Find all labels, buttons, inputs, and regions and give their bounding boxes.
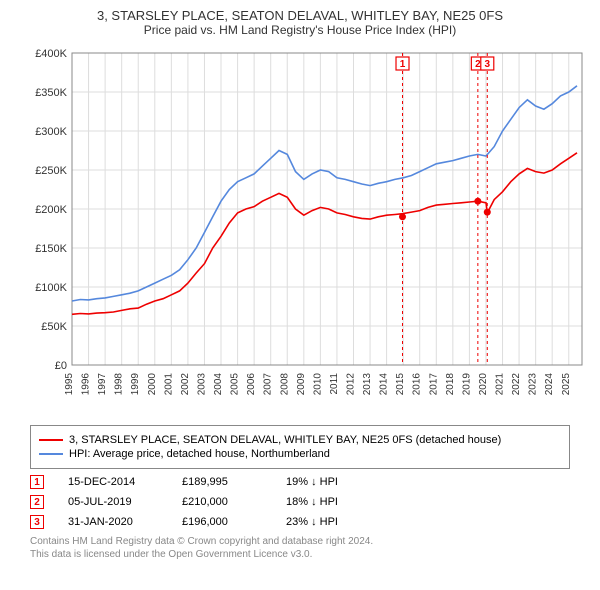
svg-text:2002: 2002 bbox=[180, 373, 191, 396]
price-chart-svg: £0 £50K £100K £150K £200K £250K £300K £350K £400… bbox=[30, 45, 590, 415]
svg-text:£250K: £250K bbox=[35, 165, 67, 177]
svg-text:2003: 2003 bbox=[196, 373, 207, 396]
chart-area: £0 £50K £100K £150K £200K £250K £300K £350K £400… bbox=[30, 45, 590, 415]
transaction-price: £189,995 bbox=[182, 476, 262, 488]
svg-text:1999: 1999 bbox=[130, 373, 141, 396]
transaction-price: £210,000 bbox=[182, 496, 262, 508]
svg-text:£400K: £400K bbox=[35, 48, 67, 60]
svg-text:2013: 2013 bbox=[362, 373, 373, 396]
svg-text:2005: 2005 bbox=[230, 373, 241, 396]
footer-attribution: Contains HM Land Registry data © Crown c… bbox=[30, 535, 570, 561]
transaction-row: 3 31-JAN-2020 £196,000 23% ↓ HPI bbox=[30, 515, 570, 529]
transaction-row: 1 15-DEC-2014 £189,995 19% ↓ HPI bbox=[30, 475, 570, 489]
svg-text:2000: 2000 bbox=[147, 373, 158, 396]
svg-text:3: 3 bbox=[485, 59, 491, 70]
transaction-marker: 1 bbox=[30, 475, 44, 489]
transaction-date: 05-JUL-2019 bbox=[68, 496, 158, 508]
transactions-table: 1 15-DEC-2014 £189,995 19% ↓ HPI 2 05-JUL-201… bbox=[30, 475, 570, 529]
legend-label: HPI: Average price, detached house, Nort… bbox=[69, 448, 330, 460]
svg-text:£350K: £350K bbox=[35, 87, 67, 99]
transaction-marker: 2 bbox=[30, 495, 44, 509]
transaction-delta: 23% ↓ HPI bbox=[286, 516, 366, 528]
footer-line-1: Contains HM Land Registry data © Crown c… bbox=[30, 535, 570, 548]
svg-text:£50K: £50K bbox=[41, 321, 67, 333]
legend-box: 3, STARSLEY PLACE, SEATON DELAVAL, WHITL… bbox=[30, 425, 570, 469]
svg-text:2012: 2012 bbox=[345, 373, 356, 396]
svg-text:1: 1 bbox=[400, 59, 406, 70]
svg-text:2022: 2022 bbox=[511, 373, 522, 396]
svg-text:£200K: £200K bbox=[35, 204, 67, 216]
svg-text:2: 2 bbox=[475, 59, 481, 70]
svg-text:2006: 2006 bbox=[246, 373, 257, 396]
svg-text:2015: 2015 bbox=[395, 373, 406, 396]
svg-text:£300K: £300K bbox=[35, 126, 67, 138]
svg-text:2004: 2004 bbox=[213, 373, 224, 396]
svg-text:2007: 2007 bbox=[263, 373, 274, 396]
svg-text:2001: 2001 bbox=[163, 373, 174, 396]
svg-text:1996: 1996 bbox=[81, 373, 92, 396]
svg-text:1995: 1995 bbox=[64, 373, 75, 396]
transaction-row: 2 05-JUL-2019 £210,000 18% ↓ HPI bbox=[30, 495, 570, 509]
legend-label: 3, STARSLEY PLACE, SEATON DELAVAL, WHITL… bbox=[69, 434, 501, 446]
svg-text:2011: 2011 bbox=[329, 373, 340, 395]
svg-text:2019: 2019 bbox=[461, 373, 472, 396]
svg-text:2010: 2010 bbox=[312, 373, 323, 396]
svg-text:2008: 2008 bbox=[279, 373, 290, 396]
chart-subtitle: Price paid vs. HM Land Registry's House … bbox=[10, 23, 590, 37]
chart-container: 3, STARSLEY PLACE, SEATON DELAVAL, WHITL… bbox=[0, 0, 600, 590]
svg-text:2024: 2024 bbox=[544, 373, 555, 396]
svg-text:2023: 2023 bbox=[528, 373, 539, 396]
svg-text:2018: 2018 bbox=[445, 373, 456, 396]
transaction-price: £196,000 bbox=[182, 516, 262, 528]
svg-text:2021: 2021 bbox=[495, 373, 506, 396]
transaction-delta: 18% ↓ HPI bbox=[286, 496, 366, 508]
svg-text:2014: 2014 bbox=[379, 373, 390, 396]
svg-text:2020: 2020 bbox=[478, 373, 489, 396]
transaction-delta: 19% ↓ HPI bbox=[286, 476, 366, 488]
svg-text:£150K: £150K bbox=[35, 243, 67, 255]
transaction-marker: 3 bbox=[30, 515, 44, 529]
svg-text:1997: 1997 bbox=[97, 373, 108, 396]
svg-text:£0: £0 bbox=[55, 360, 67, 372]
legend-swatch bbox=[39, 453, 63, 455]
svg-text:2016: 2016 bbox=[412, 373, 423, 396]
transaction-date: 15-DEC-2014 bbox=[68, 476, 158, 488]
legend-item: HPI: Average price, detached house, Nort… bbox=[39, 448, 561, 460]
chart-title: 3, STARSLEY PLACE, SEATON DELAVAL, WHITL… bbox=[10, 8, 590, 23]
svg-text:2009: 2009 bbox=[296, 373, 307, 396]
svg-text:2017: 2017 bbox=[428, 373, 439, 396]
footer-line-2: This data is licensed under the Open Gov… bbox=[30, 548, 570, 561]
legend-swatch bbox=[39, 439, 63, 441]
svg-text:1998: 1998 bbox=[114, 373, 125, 396]
transaction-date: 31-JAN-2020 bbox=[68, 516, 158, 528]
svg-text:£100K: £100K bbox=[35, 282, 67, 294]
legend-item: 3, STARSLEY PLACE, SEATON DELAVAL, WHITL… bbox=[39, 434, 561, 446]
svg-text:2025: 2025 bbox=[561, 373, 572, 396]
